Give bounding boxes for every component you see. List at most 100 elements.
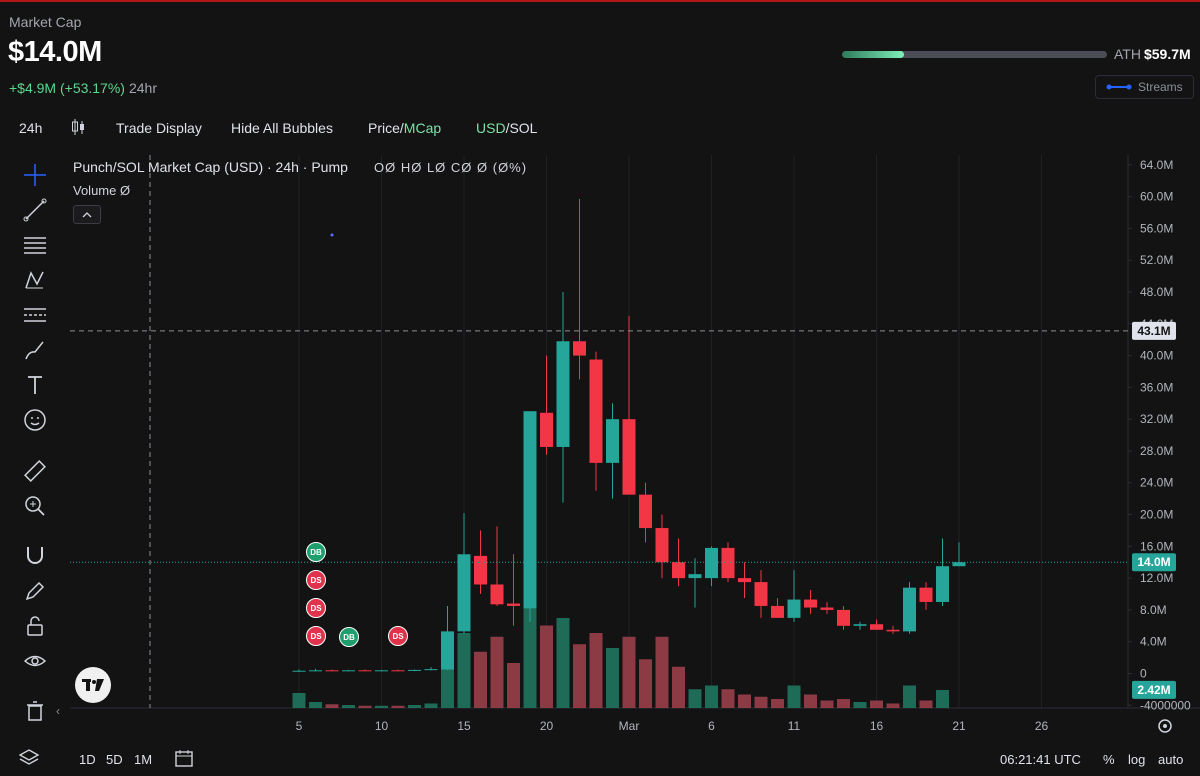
mcap-label: MCap bbox=[403, 120, 442, 136]
dev-sell-bubble[interactable]: DS bbox=[306, 626, 326, 646]
candle-body bbox=[391, 670, 405, 672]
volume-bar bbox=[375, 705, 388, 708]
range-5d-button[interactable]: 5D bbox=[106, 752, 123, 767]
crosshair-price-tag: 43.1M bbox=[1137, 324, 1170, 338]
volume-bar bbox=[507, 663, 520, 708]
candle-body bbox=[375, 670, 388, 672]
dev-sell-bubble[interactable]: DS bbox=[388, 626, 408, 646]
candle-type-button[interactable] bbox=[71, 118, 85, 139]
price-axis-label: 56.0M bbox=[1140, 221, 1173, 235]
tradingview-logo[interactable] bbox=[75, 667, 111, 703]
pattern-icon[interactable] bbox=[22, 267, 48, 293]
log-toggle[interactable]: log bbox=[1128, 752, 1146, 767]
volume-bar bbox=[886, 703, 900, 708]
brush-icon[interactable] bbox=[22, 337, 48, 363]
volume-bar bbox=[490, 636, 504, 708]
volume-bar bbox=[853, 702, 867, 708]
scroll-left-arrow: ‹ bbox=[56, 704, 60, 718]
streams-button[interactable]: Streams bbox=[1095, 75, 1194, 99]
eye-icon[interactable] bbox=[22, 648, 48, 674]
candle-body bbox=[573, 341, 586, 356]
volume-bar bbox=[754, 696, 768, 708]
candle-body bbox=[424, 669, 438, 671]
price-axis-label: 0 bbox=[1140, 667, 1147, 681]
volume-bar bbox=[540, 625, 553, 708]
price-mcap-toggle[interactable]: Price/MCap bbox=[368, 120, 441, 136]
time-axis-label: 15 bbox=[457, 719, 471, 733]
emoji-icon[interactable] bbox=[22, 407, 48, 433]
calendar-icon[interactable] bbox=[174, 748, 194, 771]
trash-icon[interactable] bbox=[22, 698, 48, 724]
volume-bar bbox=[309, 702, 322, 708]
dev-buy-bubble[interactable]: DB bbox=[339, 627, 359, 647]
candle-body bbox=[342, 670, 355, 672]
lock-icon[interactable] bbox=[22, 613, 48, 639]
crosshair-icon[interactable] bbox=[22, 162, 48, 188]
volume-bar bbox=[936, 690, 949, 708]
fib-icon[interactable] bbox=[22, 302, 48, 328]
volume-bar bbox=[622, 636, 636, 708]
magnet-icon[interactable] bbox=[22, 543, 48, 569]
collapse-legend-button[interactable] bbox=[73, 205, 101, 224]
tradingview-icon bbox=[82, 679, 104, 691]
dev-sell-bubble[interactable]: DS bbox=[306, 598, 326, 618]
candle-body bbox=[820, 607, 834, 610]
price-axis-label: 64.0M bbox=[1140, 158, 1173, 172]
volume-bar bbox=[441, 663, 454, 708]
time-axis-label: 21 bbox=[952, 719, 966, 733]
candle-body bbox=[309, 670, 322, 672]
range-1m-button[interactable]: 1M bbox=[134, 752, 153, 767]
zoom-icon[interactable] bbox=[22, 493, 48, 519]
candle-body bbox=[787, 599, 801, 618]
ath-progress-bar bbox=[842, 51, 1107, 58]
candle-body bbox=[655, 528, 669, 563]
trade-display-button[interactable]: Trade Display bbox=[116, 120, 202, 136]
interval-button[interactable]: 24h bbox=[19, 120, 43, 136]
volume-bar bbox=[870, 700, 883, 708]
dev-buy-bubble[interactable]: DB bbox=[306, 542, 326, 562]
candle-body bbox=[853, 624, 867, 626]
auto-toggle[interactable]: auto bbox=[1158, 752, 1184, 767]
pencil-lock-icon[interactable] bbox=[22, 578, 48, 604]
price-label: Price/ bbox=[368, 120, 404, 136]
volume-bar bbox=[787, 685, 801, 708]
chart-legend-title: Punch/SOL Market Cap (USD) · 24h · Pump bbox=[73, 159, 348, 175]
volume-bar bbox=[672, 666, 685, 708]
ruler-icon[interactable] bbox=[22, 458, 48, 484]
volume-bar bbox=[606, 648, 619, 708]
percent-toggle[interactable]: % bbox=[1103, 752, 1115, 767]
price-axis-label: 28.0M bbox=[1140, 444, 1173, 458]
volume-bar bbox=[738, 694, 751, 708]
candle-body bbox=[754, 582, 768, 606]
hide-bubbles-button[interactable]: Hide All Bubbles bbox=[231, 120, 333, 136]
usd-label: USD bbox=[476, 120, 506, 136]
trend-line-icon[interactable] bbox=[22, 197, 48, 223]
dev-sell-bubble[interactable]: DS bbox=[306, 570, 326, 590]
candle-body bbox=[408, 669, 421, 671]
layers-icon[interactable] bbox=[18, 748, 40, 771]
candle-body bbox=[589, 359, 603, 463]
price-axis-label: 8.0M bbox=[1140, 603, 1167, 617]
price-axis-label: -4000000 bbox=[1140, 698, 1191, 712]
range-1d-button[interactable]: 1D bbox=[79, 752, 96, 767]
utc-clock[interactable]: 06:21:41 UTC bbox=[1000, 752, 1081, 767]
volume-legend: Volume Ø bbox=[73, 183, 131, 198]
volume-bar bbox=[523, 588, 537, 708]
volume-bar bbox=[342, 705, 355, 708]
text-icon[interactable] bbox=[22, 372, 48, 398]
price-axis-label: 24.0M bbox=[1140, 476, 1173, 490]
price-axis-label: 32.0M bbox=[1140, 412, 1173, 426]
sol-label: /SOL bbox=[505, 120, 538, 136]
market-cap-value: $14.0M bbox=[8, 36, 102, 68]
volume-bar bbox=[408, 705, 421, 708]
price-axis-label: 52.0M bbox=[1140, 253, 1173, 267]
usd-sol-toggle[interactable]: USD/SOL bbox=[476, 120, 537, 136]
drawing-toolbar bbox=[0, 150, 70, 730]
volume-bar bbox=[325, 704, 339, 708]
streams-label: Streams bbox=[1138, 80, 1183, 94]
horizontal-lines-icon[interactable] bbox=[22, 232, 48, 258]
candle-body bbox=[606, 419, 619, 463]
volume-bar bbox=[358, 705, 372, 708]
time-axis-label: 6 bbox=[708, 719, 715, 733]
